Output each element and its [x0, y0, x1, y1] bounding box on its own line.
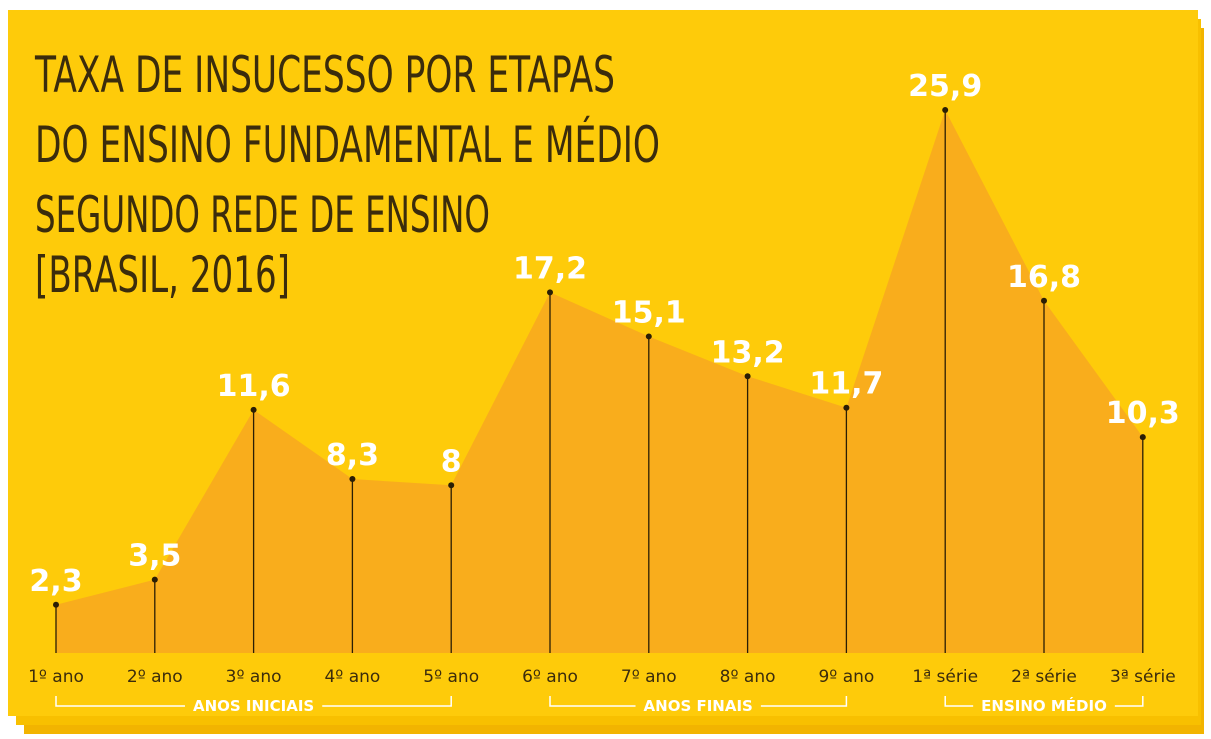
- point: [151, 576, 158, 583]
- x-tick-label: 3º ano: [226, 667, 282, 687]
- point: [942, 107, 949, 114]
- group-bracket: [55, 696, 452, 707]
- point: [843, 404, 850, 411]
- value-label: 8: [441, 444, 462, 479]
- value-label: 8,3: [326, 438, 379, 473]
- point: [547, 289, 553, 296]
- point: [349, 475, 356, 482]
- point: [1139, 434, 1146, 441]
- x-tick-label: 3ª série: [1110, 667, 1176, 687]
- x-tick-label: 2º ano: [127, 667, 183, 687]
- point: [250, 406, 257, 413]
- x-tick-label: 2ª série: [1011, 667, 1077, 687]
- value-label: 16,8: [1007, 260, 1081, 295]
- x-tick-label: 6º ano: [522, 667, 578, 687]
- title-line: DO ENSINO FUNDAMENTAL E MÉDIO: [35, 115, 660, 174]
- group-label: ENSINO MÉDIO: [981, 696, 1107, 715]
- point: [1041, 297, 1047, 304]
- x-tick-label: 8º ano: [720, 667, 776, 687]
- title-line: TAXA DE INSUCESSO POR ETAPAS: [34, 46, 615, 104]
- point: [744, 373, 751, 380]
- point: [53, 601, 59, 608]
- value-label: 2,3: [29, 564, 82, 599]
- x-tick-label: 1ª série: [912, 667, 978, 687]
- value-label: 17,2: [513, 251, 587, 286]
- area: [56, 110, 1143, 653]
- point: [645, 333, 652, 340]
- x-tick-label: 5º ano: [423, 667, 479, 687]
- x-tick-label: 4º ano: [324, 667, 380, 687]
- x-tick-label: 1º ano: [28, 667, 84, 687]
- value-label: 13,2: [711, 335, 785, 370]
- point: [448, 482, 455, 489]
- group-label: ANOS FINAIS: [644, 697, 753, 715]
- group-bracket: [549, 696, 848, 707]
- value-label: 11,6: [217, 369, 291, 404]
- x-tick-label: 9º ano: [818, 667, 874, 687]
- value-label: 3,5: [128, 539, 181, 574]
- title-line: SEGUNDO REDE DE ENSINO: [35, 186, 490, 244]
- value-label: 10,3: [1106, 396, 1180, 431]
- group-bracket: [944, 696, 1144, 707]
- title-line: [BRASIL, 2016]: [35, 246, 290, 304]
- x-tick-label: 7º ano: [621, 667, 677, 687]
- value-label: 25,9: [908, 69, 982, 104]
- value-label: 15,1: [612, 295, 686, 330]
- group-label: ANOS INICIAIS: [193, 697, 314, 715]
- value-label: 11,7: [809, 367, 883, 402]
